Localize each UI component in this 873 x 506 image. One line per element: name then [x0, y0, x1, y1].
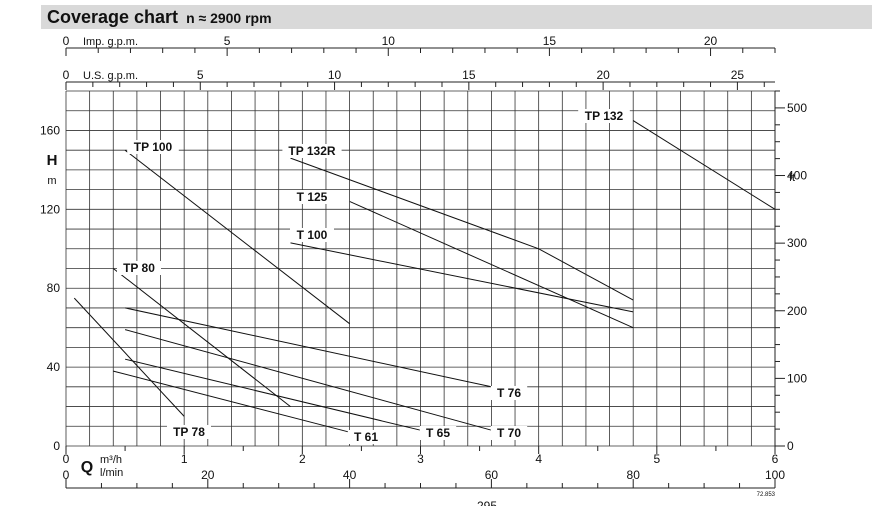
x-tick-label-m3h: 4: [535, 452, 542, 466]
top-axis-usgpm-label: U.S. g.p.m.: [83, 70, 138, 82]
series-label-bg: [578, 109, 630, 123]
top-axis-impgpm-label: Imp. g.p.m.: [83, 36, 138, 48]
axes: [65, 47, 785, 489]
y-tick-label-m: 80: [47, 281, 61, 295]
curve-tp-132r: [290, 157, 634, 301]
series-label-bg: [282, 144, 342, 158]
curve-t-125: [349, 200, 634, 329]
top-axis-usgpm-tick-label: 0: [63, 68, 70, 82]
series-label: T 61: [354, 430, 378, 444]
series-label: T 76: [497, 386, 521, 400]
curve-t-100: [290, 242, 634, 313]
x-tick-label-m3h: 3: [417, 452, 424, 466]
y-axis-unit: m: [47, 175, 56, 187]
chart-title: Coverage chart n ≈ 2900 rpm: [47, 7, 272, 28]
x-tick-label-m3h: 6: [772, 452, 779, 466]
series-label: TP 132R: [288, 144, 335, 158]
right-axis-unit: ft: [789, 172, 795, 184]
curve-tp-80: [112, 268, 291, 407]
right-tick-label-ft: 400: [787, 169, 807, 183]
right-tick-label-ft: 200: [787, 304, 807, 318]
series-label: T 125: [297, 190, 328, 204]
y-tick-label-m: 160: [40, 123, 60, 137]
curve-tp-100: [124, 149, 350, 325]
y-tick-label-m: 0: [53, 439, 60, 453]
curve-tp-78: [73, 297, 185, 417]
y-tick-label-m: 40: [47, 360, 61, 374]
top-axis-usgpm-tick-label: 10: [328, 68, 342, 82]
x-tick-label-m3h: 1: [181, 452, 188, 466]
series-label-bg: [490, 386, 528, 400]
chart-subtitle: n ≈ 2900 rpm: [186, 10, 272, 26]
series-label-bg: [290, 228, 334, 242]
x-tick-label-lmin: 40: [343, 468, 357, 482]
top-axis-impgpm-tick-label: 15: [543, 34, 557, 48]
series-label: TP 132: [585, 109, 624, 123]
series-label: TP 100: [134, 140, 173, 154]
series-label: TP 80: [123, 261, 155, 275]
series-label-bg: [117, 261, 161, 275]
right-tick-label-ft: 100: [787, 371, 807, 385]
chart-title-main: Coverage chart: [47, 7, 179, 27]
curve-t-61: [113, 370, 350, 433]
series-label: T 65: [426, 426, 450, 440]
x-tick-label-lmin: 0: [63, 468, 70, 482]
x-axis-unit-m3h: m³/h: [100, 454, 122, 466]
top-axis-usgpm-tick-label: 5: [197, 68, 204, 82]
x-tick-label-lmin: 80: [627, 468, 641, 482]
footer-partial-text: 295: [477, 499, 497, 506]
x-tick-label-lmin: 20: [201, 468, 215, 482]
series-label: T 70: [497, 426, 521, 440]
top-axis-impgpm-tick-label: 10: [382, 34, 396, 48]
top-axis-usgpm-tick-label: 15: [462, 68, 476, 82]
x-tick-label-m3h: 5: [653, 452, 660, 466]
series-label: TP 78: [173, 425, 205, 439]
x-tick-label-lmin: 100: [765, 468, 785, 482]
curve-t-65: [124, 358, 421, 431]
y-axis-symbol: H: [47, 152, 58, 169]
curve-tp-132: [632, 120, 776, 210]
right-tick-label-ft: 0: [787, 439, 794, 453]
top-axis-impgpm-tick-label: 0: [63, 34, 70, 48]
x-axis-symbol: Q: [81, 459, 93, 476]
series-label-bg: [490, 426, 528, 440]
top-axis-impgpm-tick-label: 5: [224, 34, 231, 48]
top-axis-usgpm-tick-label: 25: [731, 68, 745, 82]
x-tick-label-lmin: 60: [485, 468, 499, 482]
curve-t-76: [124, 307, 492, 388]
x-tick-label-m3h: 2: [299, 452, 306, 466]
top-axis-usgpm-tick-label: 20: [596, 68, 610, 82]
curve-t-70: [124, 329, 492, 431]
series-label-bg: [347, 430, 385, 444]
y-tick-label-m: 120: [40, 202, 60, 216]
top-axis-impgpm-tick-label: 20: [704, 34, 718, 48]
series-label-bg: [290, 190, 334, 204]
series-label-bg: [167, 425, 211, 439]
series-label-bg: [127, 140, 179, 154]
series-label-bg: [419, 426, 457, 440]
series-label: T 100: [297, 228, 328, 242]
right-tick-label-ft: 500: [787, 101, 807, 115]
x-axis-unit-lmin: l/min: [100, 467, 123, 479]
x-tick-label-m3h: 0: [63, 452, 70, 466]
title-bar: Coverage chart n ≈ 2900 rpm: [41, 5, 872, 29]
footnote-code: 72.853: [757, 492, 776, 498]
curves: [73, 120, 776, 433]
right-tick-label-ft: 300: [787, 236, 807, 250]
